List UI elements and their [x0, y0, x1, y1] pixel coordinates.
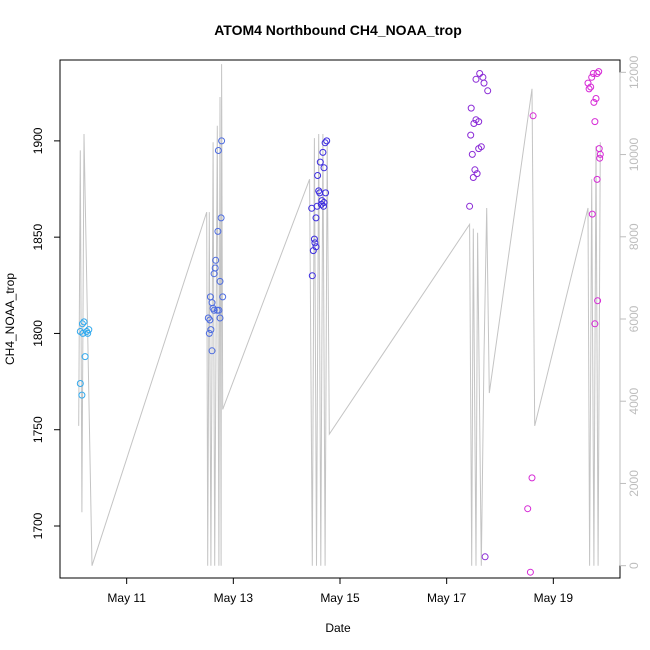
data-point-series-1	[81, 353, 89, 361]
data-point-series-1	[78, 391, 86, 399]
data-point-series-3	[321, 139, 329, 147]
data-point-series-3	[316, 158, 324, 166]
right-y-tick-label: 8000	[627, 223, 641, 250]
data-point-series-3	[320, 199, 328, 206]
data-point-series-3	[322, 189, 330, 197]
data-point-series-4	[467, 131, 475, 139]
data-point-series-5	[591, 320, 599, 328]
data-point-series-2	[217, 214, 225, 222]
x-tick-label: May 19	[534, 591, 574, 605]
data-point-series-4	[471, 166, 479, 174]
data-point-series-5	[588, 210, 596, 218]
data-point-series-2	[205, 329, 213, 337]
data-point-series-4	[484, 87, 492, 95]
data-point-series-5	[594, 297, 602, 305]
data-point-series-2	[216, 277, 224, 285]
y-tick-label: 1850	[31, 223, 45, 250]
right-y-tick-label: 2000	[627, 470, 641, 497]
data-point-series-5	[593, 175, 601, 183]
data-point-series-2	[214, 227, 222, 235]
data-point-series-1	[80, 318, 88, 326]
data-point-series-5	[596, 150, 604, 158]
data-point-series-3	[320, 164, 328, 172]
data-point-series-2	[215, 306, 223, 314]
data-point-series-4	[468, 150, 476, 158]
data-point-series-1	[79, 329, 87, 337]
data-point-series-2	[212, 256, 220, 264]
y-tick-label: 1900	[31, 127, 45, 154]
data-point-series-2	[204, 314, 212, 322]
data-point-series-3	[314, 172, 322, 179]
data-point-series-4	[475, 118, 483, 126]
data-point-series-2	[218, 137, 226, 145]
data-point-series-3	[319, 148, 327, 156]
data-point-series-2	[206, 316, 214, 324]
data-point-series-3	[320, 202, 327, 210]
data-point-series-2	[208, 347, 216, 355]
data-point-series-5	[593, 70, 601, 77]
data-point-series-4	[473, 170, 481, 178]
data-point-series-3	[308, 272, 316, 280]
data-point-series-4	[477, 143, 485, 151]
data-point-series-2	[219, 293, 227, 301]
data-point-series-4	[466, 202, 474, 210]
data-point-series-4	[481, 553, 489, 561]
data-point-series-3	[312, 243, 320, 251]
chart-title: ATOM4 Northbound CH4_NOAA_trop	[214, 22, 462, 38]
data-point-series-3	[311, 239, 319, 247]
y-tick-label: 1700	[31, 512, 45, 539]
data-point-series-3	[323, 137, 331, 145]
data-point-series-5	[585, 85, 593, 93]
data-point-series-3	[310, 235, 318, 243]
data-point-series-5	[587, 83, 595, 91]
data-point-series-3	[312, 214, 320, 222]
data-point-series-4	[472, 75, 480, 83]
data-point-series-5	[588, 73, 596, 81]
data-point-series-5	[590, 98, 598, 106]
data-point-series-4	[469, 174, 477, 181]
right-y-tick-label: 4000	[627, 388, 641, 415]
data-point-series-1	[78, 320, 86, 328]
y-tick-label: 1800	[31, 320, 45, 347]
right-y-tick-label: 0	[627, 562, 641, 569]
x-axis: May 11 May 13 May 15 May 17 May 19	[107, 577, 574, 605]
x-tick-label: May 13	[214, 591, 254, 605]
y-axis-label: CH4_NOAA_trop	[3, 273, 17, 365]
data-point-series-1	[76, 380, 84, 387]
x-tick-label: May 17	[427, 591, 467, 605]
data-point-series-5	[595, 68, 603, 76]
data-point-series-2	[211, 264, 219, 272]
data-point-series-2	[214, 147, 222, 154]
data-point-series-1	[85, 326, 93, 334]
x-tick-label: May 11	[107, 591, 146, 605]
data-point-series-5	[592, 95, 600, 102]
x-tick-label: May 15	[320, 591, 360, 605]
right-axis: 0 2000 4000 6000 8000 10000 12000	[619, 55, 641, 569]
right-y-tick-label: 6000	[627, 305, 641, 332]
data-point-series-5	[524, 505, 532, 513]
data-point-series-4	[480, 79, 488, 87]
data-point-series-2	[210, 306, 218, 314]
data-point-series-4	[467, 104, 475, 112]
data-point-series-2	[207, 326, 215, 334]
scatter-points-layer	[76, 68, 604, 576]
right-y-tick-label: 12000	[627, 55, 641, 89]
left-axis: 1700 1750 1800 1850 1900	[31, 127, 61, 539]
data-point-series-5	[528, 474, 536, 482]
data-point-series-5	[526, 568, 534, 576]
data-point-series-4	[470, 120, 478, 127]
right-y-tick-label: 10000	[627, 138, 641, 172]
data-point-series-5	[596, 154, 604, 162]
data-point-series-5	[529, 112, 537, 120]
x-axis-label: Date	[325, 621, 351, 635]
data-point-series-2	[216, 314, 224, 322]
data-point-series-1	[84, 329, 92, 337]
data-point-series-5	[591, 118, 599, 126]
y-tick-label: 1750	[31, 416, 45, 443]
